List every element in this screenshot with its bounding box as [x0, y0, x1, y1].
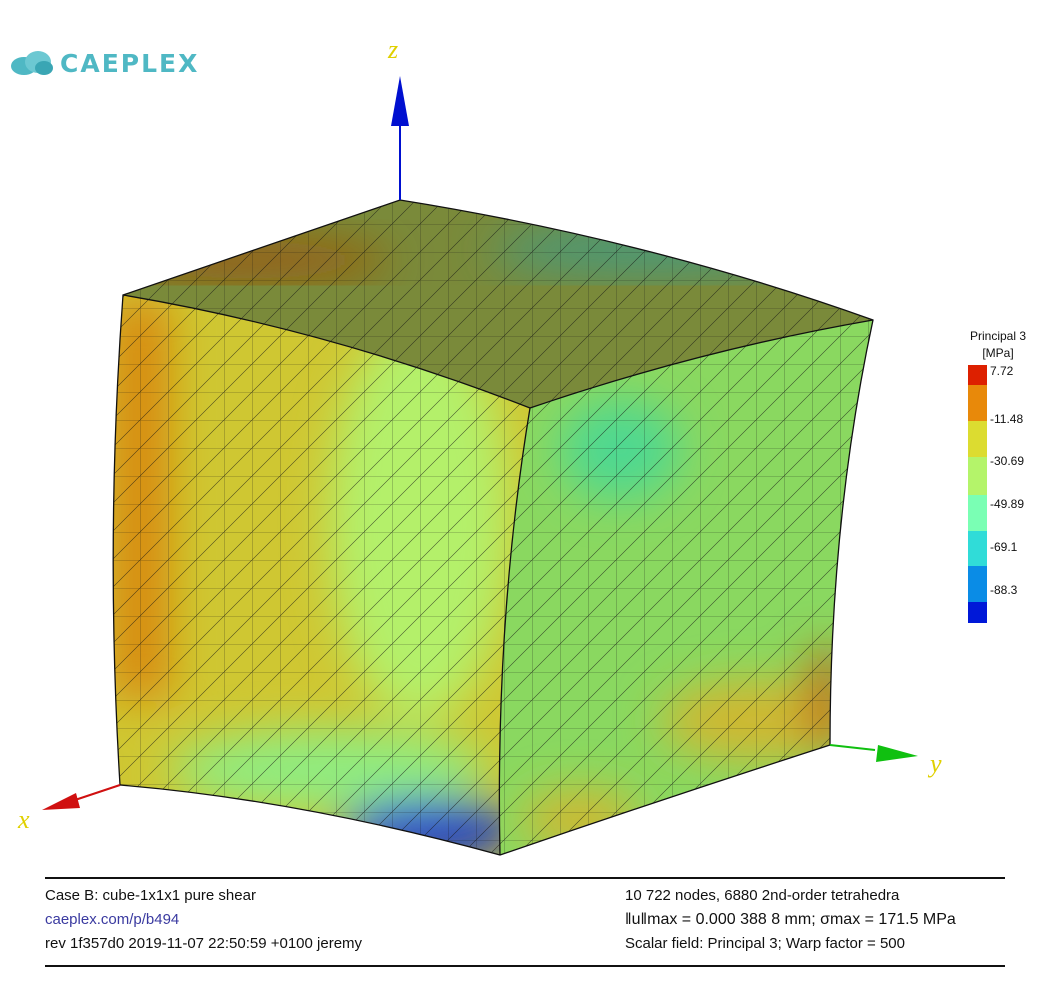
legend-swatch: [968, 602, 987, 623]
legend-swatch: [968, 365, 987, 385]
mesh-info: 10 722 nodes, 6880 2nd-order tetrahedra: [625, 887, 900, 904]
3d-view[interactable]: z x y: [0, 0, 1051, 870]
cloud-icon: [11, 51, 53, 75]
cube-face-x: [113, 295, 530, 855]
legend-label: -11.48: [990, 412, 1024, 426]
x-axis-label: x: [17, 805, 30, 834]
legend-swatch: [968, 531, 987, 566]
caeplex-logo: CAEPLEX: [10, 48, 199, 78]
legend-swatch: [968, 421, 987, 457]
case-title: Case B: cube-1x1x1 pure shear: [45, 887, 256, 904]
cube-edges: [112, 199, 874, 856]
legend-label: -49.89: [990, 497, 1025, 511]
revision-info: rev 1f357d0 2019-11-07 22:50:59 +0100 je…: [45, 935, 363, 952]
legend-unit: [MPa]: [982, 346, 1014, 360]
z-axis: [391, 76, 409, 200]
x-axis: [42, 784, 121, 810]
legend-label: -88.3: [990, 583, 1018, 597]
legend-swatch: [968, 457, 987, 495]
legend-label: -69.1: [990, 540, 1018, 554]
legend-swatch: [968, 495, 987, 531]
y-axis-label: y: [927, 749, 942, 778]
info-footer: Case B: cube-1x1x1 pure shear caeplex.co…: [45, 877, 1005, 967]
legend-label: -30.69: [990, 454, 1025, 468]
legend-title: Principal 3: [969, 329, 1027, 343]
legend-swatch: [968, 566, 987, 602]
z-axis-label: z: [387, 35, 398, 64]
scalar-field-info: Scalar field: Principal 3; Warp factor =…: [625, 935, 905, 952]
legend-label: 7.72: [990, 364, 1014, 378]
case-link[interactable]: caeplex.com/p/b494: [45, 911, 180, 928]
max-values: ‖u‖max = 0.000 388 8 mm; σmax = 171.5 MP…: [625, 911, 956, 928]
color-legend: Principal 3 [MPa] 7.72 -11.48 -30.69 -49.89 -…: [960, 328, 1050, 623]
legend-swatch: [968, 385, 987, 421]
logo-text: CAEPLEX: [60, 48, 200, 78]
y-axis: [829, 744, 918, 762]
